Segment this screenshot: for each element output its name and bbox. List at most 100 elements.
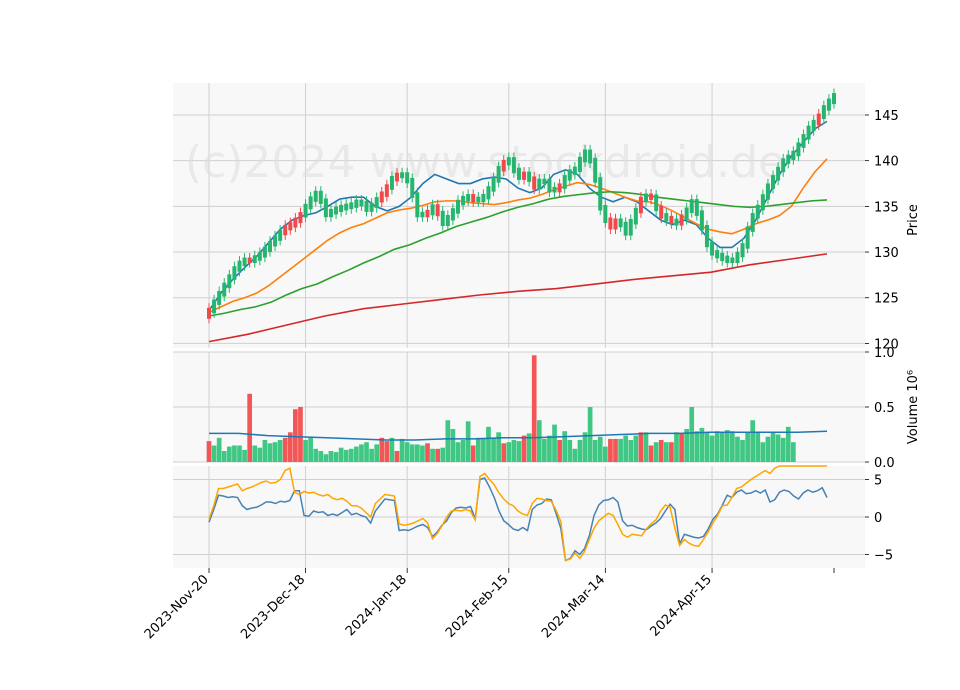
candle-body [466, 194, 471, 202]
candle-body [364, 200, 369, 212]
volume-bar [206, 441, 212, 462]
volume-bar [567, 440, 573, 462]
volume-bar [552, 424, 557, 462]
candle-body [588, 149, 593, 164]
volume-bar [679, 433, 684, 462]
candle [440, 206, 445, 231]
volume-bar [765, 436, 771, 462]
candle [776, 162, 781, 186]
candle-body [679, 214, 684, 226]
volume-bar [425, 443, 430, 462]
volume-bar [323, 454, 329, 462]
volume-bar [780, 437, 786, 462]
candle [806, 121, 811, 145]
candle [730, 252, 735, 268]
candle-body [278, 229, 283, 241]
candle [308, 191, 313, 214]
candle [623, 217, 628, 241]
volume-bar [318, 451, 324, 462]
candle [435, 199, 440, 221]
candle-body [415, 192, 420, 218]
volume-y-axis: 0.0 0.5 1.0 [865, 346, 895, 471]
candle [359, 195, 364, 211]
volume-bar [298, 407, 303, 462]
candle [710, 237, 715, 261]
candle-body [516, 167, 521, 180]
candle [471, 189, 476, 207]
volume-bar [409, 444, 415, 462]
candle-body [207, 307, 211, 319]
candle-body [811, 119, 816, 132]
candle-body [252, 255, 257, 264]
candle [496, 161, 501, 188]
candle-body [801, 134, 806, 148]
volume-bar [445, 420, 451, 462]
candle-body [313, 190, 318, 202]
volume-bar [399, 438, 405, 462]
oscillator-lines [208, 465, 828, 562]
candle-body [674, 218, 679, 226]
x-tick-label: 2023-Nov-20 [142, 572, 212, 642]
candle [237, 256, 242, 277]
volume-bar [730, 431, 735, 462]
volume-bar [648, 445, 654, 462]
volume-bar [724, 430, 730, 462]
volume-bar [663, 442, 669, 462]
panel-background [173, 83, 865, 348]
volume-average-line [209, 430, 828, 441]
volume-bar [511, 440, 517, 462]
volume-bar [435, 448, 440, 462]
candle [760, 189, 765, 215]
candle-body [293, 217, 298, 228]
volume-bar [343, 449, 349, 462]
volume-bar [313, 448, 319, 462]
volume-bar [211, 445, 217, 462]
candle-body [339, 204, 344, 213]
candle-body [832, 93, 836, 105]
candle [537, 174, 542, 195]
x-tick-label: 2024-Jan-18 [343, 572, 410, 639]
candle [303, 199, 308, 223]
volume-bar [221, 451, 227, 462]
candle [750, 208, 755, 237]
candle-body [247, 257, 252, 264]
x-tick-labels: 2023-Nov-20 2023-Dec-18 2024-Jan-18 2024-Fe… [142, 568, 835, 642]
volume-bar [394, 451, 400, 462]
candle-body [598, 177, 603, 211]
candle [450, 203, 455, 226]
candle [455, 195, 460, 219]
candle [669, 211, 674, 229]
candle-body [771, 175, 776, 189]
candle [430, 199, 435, 220]
candle [588, 144, 593, 168]
candle-body [222, 282, 227, 297]
candle-body [572, 166, 577, 175]
candle-body [826, 98, 831, 111]
volume-bar [714, 431, 720, 462]
candle-body [669, 215, 674, 225]
volume-bar [745, 432, 750, 462]
volume-bar [547, 435, 552, 462]
candle [491, 172, 496, 197]
candle-body [237, 260, 242, 272]
candle-body [334, 206, 339, 215]
volume-bar [348, 448, 354, 462]
volume-bar [613, 438, 618, 462]
volume-bar [328, 451, 334, 462]
volume-bar [603, 446, 608, 462]
volume-bar [684, 429, 689, 462]
candle-body [212, 299, 217, 314]
candle-body [781, 158, 786, 173]
candle-body [659, 205, 664, 219]
candle-body [354, 199, 359, 208]
candle-body [323, 198, 328, 218]
candle-body [532, 176, 537, 190]
volume-bar [237, 445, 242, 462]
candle [832, 88, 836, 109]
volume-bar [379, 437, 385, 462]
candle-body [384, 184, 389, 197]
candle [613, 213, 618, 235]
candle-body [760, 194, 765, 211]
candle [679, 209, 684, 231]
